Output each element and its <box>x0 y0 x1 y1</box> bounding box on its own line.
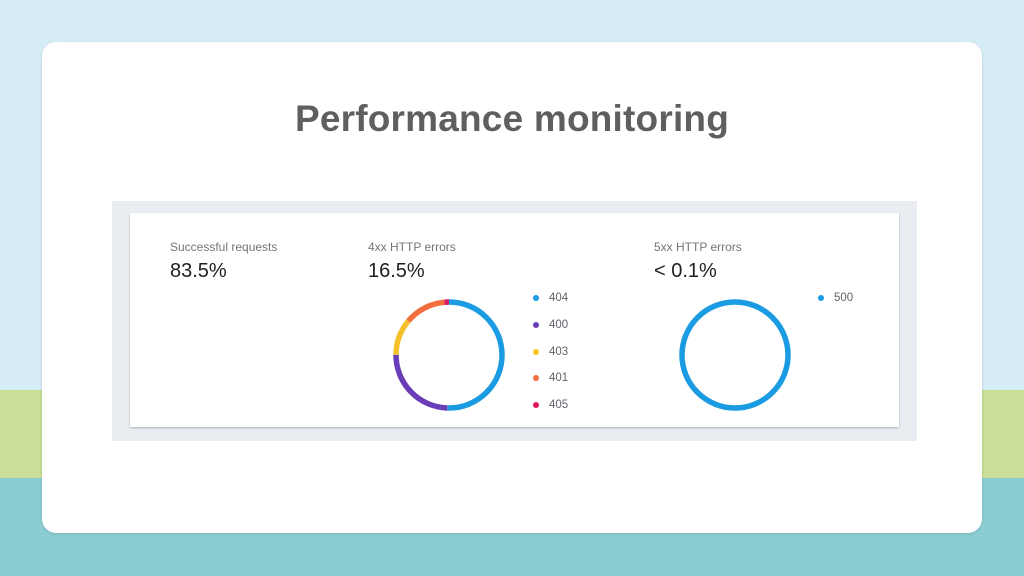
legend-dot-400 <box>533 322 539 329</box>
successful-requests-value: 83.5% <box>170 260 227 282</box>
legend-label-500: 500 <box>834 292 854 305</box>
donut-segment-400[interactable] <box>393 299 505 411</box>
legend-dot-405 <box>533 402 539 409</box>
legend-item-405[interactable]: 405 <box>533 392 568 419</box>
legend-item-400[interactable]: 400 <box>533 312 568 339</box>
errors-5xx-donut-chart <box>679 299 791 411</box>
metrics-card: Successful requests 83.5% 4xx HTTP error… <box>130 213 899 427</box>
legend-label-401: 401 <box>549 372 569 385</box>
legend-label-405: 405 <box>549 399 569 412</box>
errors-4xx-donut-chart <box>393 299 505 411</box>
legend-dot-403 <box>533 348 539 355</box>
errors-5xx-value: < 0.1% <box>654 260 717 282</box>
legend-item-500[interactable]: 500 <box>818 285 853 312</box>
errors-5xx-legend: 500 <box>818 285 853 312</box>
page-title: Performance monitoring <box>294 98 730 139</box>
legend-dot-404 <box>533 295 539 302</box>
legend-label-400: 400 <box>549 319 569 332</box>
legend-dot-401 <box>533 375 539 382</box>
errors-4xx-value: 16.5% <box>368 260 425 282</box>
errors-4xx-legend: 404 400 403 401 405 <box>533 285 568 418</box>
errors-5xx-label: 5xx HTTP errors <box>654 240 742 254</box>
legend-item-401[interactable]: 401 <box>533 365 568 392</box>
legend-item-404[interactable]: 404 <box>533 285 568 312</box>
legend-label-403: 403 <box>549 345 569 358</box>
donut-segment-405[interactable] <box>393 299 505 411</box>
errors-4xx-label: 4xx HTTP errors <box>368 240 456 254</box>
legend-item-403[interactable]: 403 <box>533 338 568 365</box>
legend-label-404: 404 <box>549 292 569 305</box>
successful-requests-label: Successful requests <box>170 240 278 254</box>
donut-segment-500[interactable] <box>679 299 791 411</box>
legend-dot-500 <box>818 295 824 302</box>
